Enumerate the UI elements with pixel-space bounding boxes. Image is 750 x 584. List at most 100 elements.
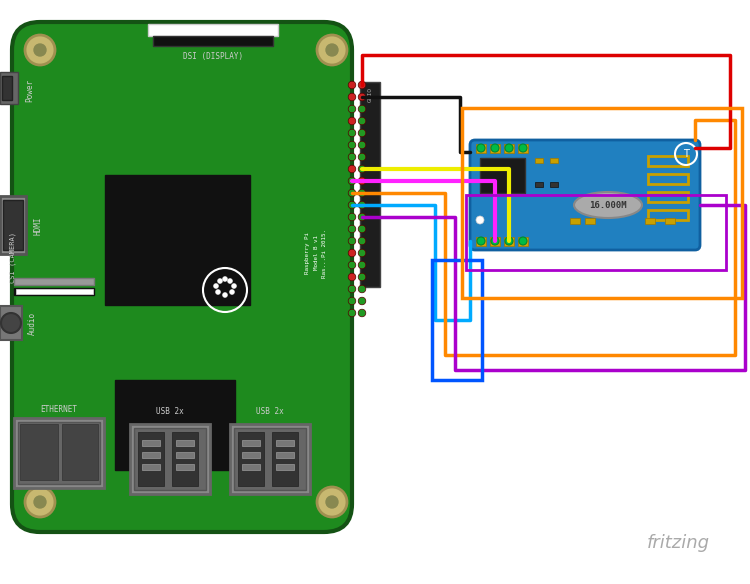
Bar bbox=[0, 306, 22, 340]
Circle shape bbox=[358, 213, 366, 221]
Bar bbox=[230, 424, 310, 494]
Ellipse shape bbox=[574, 192, 642, 218]
Circle shape bbox=[348, 81, 355, 89]
Circle shape bbox=[348, 93, 355, 101]
FancyBboxPatch shape bbox=[470, 140, 700, 250]
Bar bbox=[648, 210, 688, 220]
Bar bbox=[535, 182, 543, 187]
Circle shape bbox=[232, 283, 236, 288]
Circle shape bbox=[358, 237, 366, 245]
Circle shape bbox=[358, 261, 366, 269]
Circle shape bbox=[358, 129, 366, 137]
Circle shape bbox=[25, 35, 55, 65]
Circle shape bbox=[348, 213, 355, 221]
Text: Ras...Pi 2015.: Ras...Pi 2015. bbox=[322, 228, 326, 277]
Circle shape bbox=[214, 283, 218, 288]
Circle shape bbox=[348, 165, 355, 173]
Circle shape bbox=[34, 496, 46, 508]
Circle shape bbox=[519, 237, 527, 245]
Bar bbox=[504, 144, 514, 153]
Circle shape bbox=[230, 290, 235, 294]
Bar bbox=[14, 278, 94, 285]
Circle shape bbox=[348, 309, 355, 317]
Bar bbox=[176, 464, 194, 470]
Bar bbox=[142, 440, 160, 446]
Bar bbox=[480, 158, 525, 193]
Bar bbox=[432, 260, 482, 380]
Circle shape bbox=[491, 237, 499, 245]
Text: HDMI: HDMI bbox=[34, 217, 43, 235]
Circle shape bbox=[348, 129, 355, 137]
Circle shape bbox=[358, 249, 366, 257]
Circle shape bbox=[505, 237, 513, 245]
Circle shape bbox=[326, 496, 338, 508]
Bar bbox=[490, 237, 500, 246]
Text: Power: Power bbox=[26, 78, 34, 102]
Bar bbox=[176, 440, 194, 446]
Circle shape bbox=[34, 44, 46, 56]
Circle shape bbox=[348, 201, 355, 209]
Circle shape bbox=[317, 487, 347, 517]
Bar bbox=[20, 424, 58, 480]
Circle shape bbox=[491, 144, 499, 152]
Circle shape bbox=[348, 153, 355, 161]
Bar bbox=[62, 424, 98, 480]
Circle shape bbox=[223, 276, 227, 281]
Bar bbox=[242, 440, 260, 446]
Bar bbox=[153, 36, 273, 46]
Bar bbox=[272, 432, 298, 486]
Bar bbox=[518, 144, 528, 153]
Circle shape bbox=[1, 313, 21, 333]
Circle shape bbox=[358, 117, 366, 125]
Circle shape bbox=[348, 225, 355, 233]
Circle shape bbox=[358, 141, 366, 149]
Bar bbox=[138, 432, 164, 486]
Text: DSI (DISPLAY): DSI (DISPLAY) bbox=[183, 52, 243, 61]
Circle shape bbox=[358, 177, 366, 185]
Text: Raspberry Pi: Raspberry Pi bbox=[305, 232, 310, 274]
Bar bbox=[172, 432, 198, 486]
Bar bbox=[276, 452, 294, 458]
Bar bbox=[0, 72, 18, 104]
Bar bbox=[648, 156, 688, 166]
Bar bbox=[550, 182, 558, 187]
Bar bbox=[535, 158, 543, 163]
Bar bbox=[105, 175, 250, 305]
Circle shape bbox=[326, 44, 338, 56]
Text: GPIO: GPIO bbox=[368, 87, 373, 102]
Circle shape bbox=[217, 279, 223, 283]
Bar bbox=[14, 288, 94, 295]
Circle shape bbox=[348, 285, 355, 293]
Bar bbox=[18, 422, 100, 484]
Bar bbox=[360, 82, 380, 287]
Circle shape bbox=[227, 279, 232, 283]
Circle shape bbox=[348, 273, 355, 281]
Circle shape bbox=[358, 105, 366, 113]
Circle shape bbox=[348, 237, 355, 245]
Bar bbox=[148, 24, 278, 36]
Circle shape bbox=[358, 285, 366, 293]
Bar bbox=[130, 424, 210, 494]
Bar bbox=[0, 196, 26, 254]
Bar bbox=[550, 158, 558, 163]
Bar bbox=[276, 440, 294, 446]
Text: Audio: Audio bbox=[28, 311, 37, 335]
Circle shape bbox=[358, 225, 366, 233]
Bar bbox=[14, 418, 104, 488]
Circle shape bbox=[476, 216, 484, 224]
Bar bbox=[234, 428, 306, 490]
Bar bbox=[176, 452, 194, 458]
Text: USB 2x: USB 2x bbox=[256, 407, 284, 416]
Bar bbox=[276, 464, 294, 470]
Circle shape bbox=[358, 165, 366, 173]
Bar bbox=[476, 237, 486, 246]
Circle shape bbox=[358, 81, 366, 89]
Circle shape bbox=[348, 261, 355, 269]
Text: USB 2x: USB 2x bbox=[156, 407, 184, 416]
Circle shape bbox=[215, 290, 220, 294]
Circle shape bbox=[348, 105, 355, 113]
Circle shape bbox=[358, 273, 366, 281]
Text: 16.000M: 16.000M bbox=[590, 200, 627, 210]
Circle shape bbox=[348, 249, 355, 257]
Circle shape bbox=[519, 144, 527, 152]
